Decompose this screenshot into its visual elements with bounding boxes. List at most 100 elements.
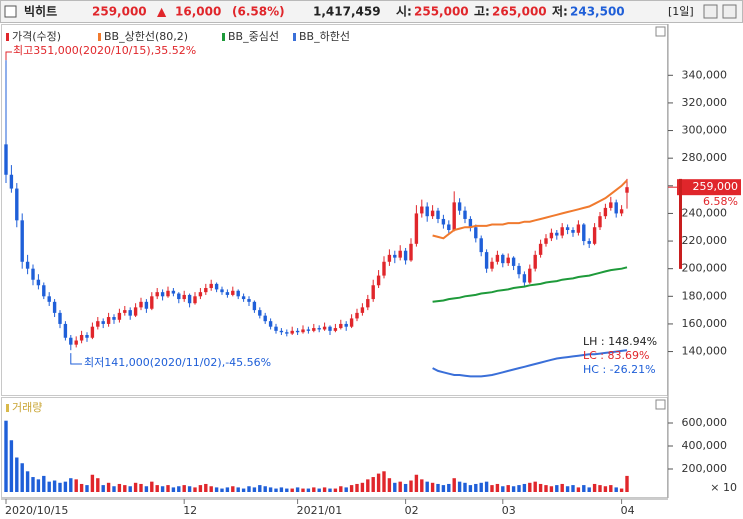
candle-body xyxy=(560,227,564,236)
y-tick-label: 220,000 xyxy=(682,234,728,247)
last-price-box xyxy=(677,179,741,196)
candle-body xyxy=(209,283,213,289)
candle-body xyxy=(576,224,581,233)
candle-body xyxy=(625,187,629,193)
volume-tick-label: 400,000 xyxy=(682,439,728,452)
volume-bar xyxy=(582,485,586,492)
candle-body xyxy=(544,238,548,244)
volume-bar xyxy=(463,482,467,492)
y-tick-label: 180,000 xyxy=(682,289,728,302)
checkbox[interactable] xyxy=(4,5,17,18)
candle-body xyxy=(236,290,240,297)
y-tick-label: 140,000 xyxy=(682,345,728,358)
legend-label: 가격(수정) xyxy=(12,30,61,43)
candle-body xyxy=(15,188,19,221)
period[interactable]: [1일] xyxy=(668,4,694,18)
candle-body xyxy=(490,261,494,269)
volume-bar xyxy=(571,485,575,492)
candle-body xyxy=(85,334,89,338)
volume-tick-label: 200,000 xyxy=(682,462,728,475)
band-line xyxy=(432,349,628,378)
volume-bar xyxy=(187,486,192,492)
volume-bar xyxy=(403,483,408,492)
volume-bar xyxy=(47,481,51,492)
stat: LC : 83.69% xyxy=(583,349,649,362)
x-tick-label: 02 xyxy=(405,504,419,517)
candle-body xyxy=(463,210,467,219)
candle-body xyxy=(592,227,597,244)
close-button[interactable] xyxy=(722,4,737,19)
candle-body xyxy=(382,261,386,276)
candle-body xyxy=(171,290,176,294)
volume-bar xyxy=(333,488,338,492)
last-price-label: 259,000 xyxy=(693,180,739,193)
volume-bar xyxy=(544,485,548,492)
volume-bar xyxy=(619,488,624,492)
low-note: 최저141,000(2020/11/02),-45.56% xyxy=(84,356,271,369)
candle-body xyxy=(20,220,24,262)
candle-body xyxy=(474,227,478,239)
candle-body xyxy=(425,206,429,217)
candle-body xyxy=(420,206,424,214)
volume-bar xyxy=(587,487,591,492)
volume-bar xyxy=(63,481,68,492)
y-tick-label: 160,000 xyxy=(682,317,728,330)
stat: LH : 148.94% xyxy=(583,335,657,348)
candle-body xyxy=(285,332,289,334)
volume-bar xyxy=(241,488,246,492)
candle-body xyxy=(301,329,305,333)
candle-body xyxy=(452,202,456,231)
panel-button[interactable] xyxy=(655,26,666,37)
candle-body xyxy=(533,254,537,269)
candle-body xyxy=(328,326,332,331)
candle-body xyxy=(9,174,14,189)
panel-button[interactable] xyxy=(655,399,666,410)
candle-body xyxy=(96,321,100,327)
volume-bar xyxy=(511,486,516,492)
stat: HC : -26.21% xyxy=(583,363,656,376)
candle-body xyxy=(36,279,41,286)
y-tick-label: 300,000 xyxy=(682,124,728,137)
legend-label: BB_상한선(80,2) xyxy=(104,30,188,43)
candle-body xyxy=(252,301,257,311)
volume-bar xyxy=(592,483,597,492)
volume-bar xyxy=(474,483,478,492)
volume-bar xyxy=(328,488,332,492)
candle-body xyxy=(90,326,95,338)
legend-swatch xyxy=(222,33,225,41)
volume-bar xyxy=(117,483,122,492)
candle-body xyxy=(360,307,365,313)
band-line xyxy=(432,179,628,240)
candle-body xyxy=(317,328,321,330)
volume-bar xyxy=(263,486,267,492)
volume-bar xyxy=(625,475,629,492)
candle-body xyxy=(63,323,68,338)
y-tick-label: 340,000 xyxy=(682,68,728,81)
volume-bar xyxy=(20,463,24,492)
volume-bar xyxy=(85,485,89,492)
volume-bar xyxy=(160,486,165,492)
volume-bar xyxy=(457,481,462,492)
volume-unit: × 10 xyxy=(710,481,737,494)
candle-body xyxy=(349,318,354,327)
candle-body xyxy=(177,293,181,300)
volume-bar xyxy=(42,475,46,492)
candle-body xyxy=(312,328,316,331)
candle-body xyxy=(69,337,73,345)
candle-body xyxy=(555,232,559,236)
candle-body xyxy=(528,268,532,283)
y-tick-label: 200,000 xyxy=(682,262,728,275)
volume-bar xyxy=(312,487,316,492)
volume-bar xyxy=(101,485,105,492)
candle-body xyxy=(393,254,397,258)
high-label: 고: xyxy=(474,5,490,19)
window-button[interactable] xyxy=(703,4,718,19)
volume-bar xyxy=(301,488,305,492)
volume-bar xyxy=(495,483,500,492)
candle-body xyxy=(447,224,451,231)
volume-bar xyxy=(74,479,78,492)
last-change-label: 6.58% xyxy=(703,195,738,208)
candle-body xyxy=(58,312,62,324)
volume-swatch xyxy=(6,404,9,412)
candle-body xyxy=(619,209,624,214)
